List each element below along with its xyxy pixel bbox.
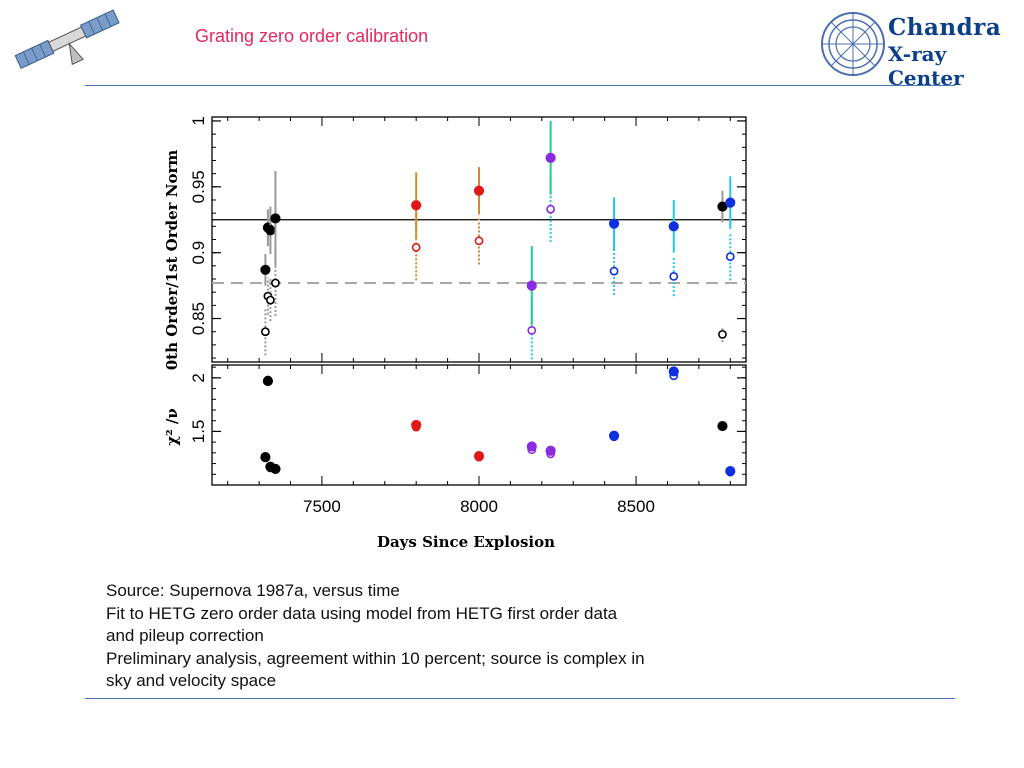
slide-title: Grating zero order calibration [195, 26, 429, 46]
logo-text-chandra: Chandra [888, 14, 1002, 41]
filled-data-point [270, 213, 281, 224]
filled-data-point [270, 463, 281, 475]
filled-data-point [545, 445, 556, 456]
open-data-point [474, 236, 484, 246]
bottom-y-tick-label: 1.5 [189, 420, 208, 444]
filled-data-point [260, 452, 271, 463]
filled-data-point [668, 366, 679, 377]
open-data-point [527, 325, 537, 335]
filled-data-point [473, 185, 485, 196]
bottom-y-axis-label: χ² /ν [163, 408, 181, 446]
filled-data-point [411, 200, 422, 211]
filled-data-point [526, 441, 537, 452]
open-data-point [546, 204, 556, 214]
x-tick-label: 8000 [460, 497, 498, 516]
filled-data-point [725, 465, 736, 477]
open-data-point [718, 329, 727, 339]
top-panel: 0.85 0.9 0.95 1 [189, 116, 747, 363]
open-data-point [669, 271, 679, 281]
filled-data-point [725, 197, 736, 208]
top-y-tick-label: 1 [189, 116, 208, 125]
logo-text-xray-center: X-ray Center [888, 42, 964, 90]
filled-data-point [411, 419, 422, 431]
filled-data-point [545, 152, 556, 163]
open-data-point [609, 266, 619, 276]
open-data-point [266, 295, 275, 305]
caption-line: sky and velocity space [106, 671, 277, 690]
bottom-plot-frame [211, 364, 747, 486]
open-data-point [271, 278, 280, 288]
caption-line: Preliminary analysis, agreement within 1… [106, 648, 645, 668]
footer-divider [85, 698, 955, 699]
open-data-point [725, 252, 735, 262]
top-y-tick-label: 0.9 [189, 241, 208, 265]
satellite-icon [14, 9, 120, 70]
top-y-axis-label: 0th Order/1st Order Norm [163, 150, 181, 371]
caption-line: Fit to HETG zero order data using model … [106, 603, 618, 623]
filled-data-point [668, 221, 679, 232]
filled-data-point [717, 201, 728, 212]
chandra-logo-icon [821, 12, 885, 76]
x-tick-label: 8500 [617, 497, 655, 516]
filled-data-point [473, 450, 485, 462]
zero-order-chart: 0.85 0.9 0.95 1 1.5 2 7500 8000 8500 0th Order/… [163, 116, 747, 551]
open-data-point [411, 243, 421, 252]
bottom-y-tick-label: 2 [189, 373, 208, 382]
caption-block: Source: Supernova 1987a, versus time Fit… [106, 580, 806, 693]
open-data-point [261, 327, 270, 337]
filled-data-point [265, 225, 276, 236]
filled-data-point [526, 280, 537, 291]
caption-line: and pileup correction [106, 626, 264, 645]
filled-data-point [608, 430, 620, 441]
x-tick-label: 7500 [303, 497, 341, 516]
filled-data-point [608, 218, 620, 229]
top-y-tick-label: 0.85 [189, 302, 208, 335]
filled-data-point [260, 264, 271, 275]
x-axis-label: Days Since Explosion [377, 533, 555, 551]
filled-data-point [717, 420, 728, 432]
caption-line: Source: Supernova 1987a, versus time [106, 581, 400, 600]
top-y-tick-label: 0.95 [189, 170, 208, 203]
filled-data-point [262, 375, 274, 387]
bottom-panel: 1.5 2 7500 8000 8500 [189, 364, 747, 516]
header-divider [85, 85, 955, 86]
